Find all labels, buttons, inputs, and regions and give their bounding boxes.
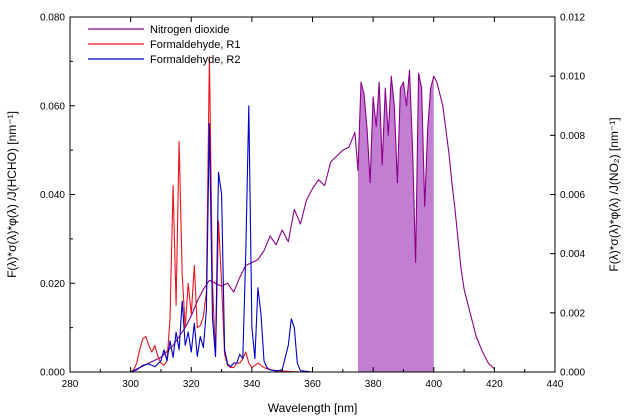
legend-label-formaldehyde-r2: Formaldehyde, R2 — [150, 54, 241, 66]
y-right-tick-label: 0.012 — [560, 13, 585, 24]
y-left-tick-label: 0.000 — [40, 368, 65, 379]
y-left-tick-label: 0.040 — [40, 190, 65, 201]
x-tick-label: 360 — [304, 379, 321, 390]
x-tick-label: 420 — [486, 379, 503, 390]
x-tick-label: 340 — [244, 379, 261, 390]
shaded-region-no2 — [357, 70, 434, 372]
x-tick-label: 400 — [425, 379, 442, 390]
shaded-region-layer — [357, 70, 434, 372]
y-right-tick-label: 0.010 — [560, 72, 585, 83]
series-layer — [130, 56, 495, 373]
y-axis-right-title: F(λ)*σ(λ)*φ(λ) /J(NO₂) [nm⁻¹] — [607, 117, 621, 271]
legend-label-formaldehyde-r1: Formaldehyde, R1 — [150, 39, 241, 51]
y-axis-left-title: F(λ)*σ(λ)*φ(λ) /J(HCHO) [nm⁻¹] — [5, 111, 19, 278]
series-line-formaldehyde-r1 — [130, 56, 301, 373]
y-right-tick-label: 0.004 — [560, 249, 585, 260]
x-tick-label: 300 — [122, 379, 139, 390]
series-line-formaldehyde-r2 — [130, 105, 313, 373]
y-axis-right: 0.000 0.002 0.004 0.006 0.008 0.010 0.012 — [550, 13, 585, 379]
y-left-tick-label: 0.020 — [40, 279, 65, 290]
y-right-tick-label: 0.000 — [560, 368, 585, 379]
x-axis: 280 300 320 340 360 380 400 420 440 — [62, 17, 564, 390]
y-right-tick-label: 0.008 — [560, 131, 585, 142]
y-axis-left: 0.000 0.020 0.040 0.060 0.080 — [40, 13, 75, 379]
x-tick-label: 380 — [365, 379, 382, 390]
series-line-nitrogen-dioxide — [130, 69, 495, 373]
plot-frame — [69, 16, 556, 373]
y-left-tick-label: 0.080 — [40, 13, 65, 24]
x-tick-label: 440 — [547, 379, 564, 390]
y-right-tick-label: 0.006 — [560, 190, 585, 201]
x-axis-title: Wavelength [nm] — [268, 401, 358, 415]
y-right-tick-label: 0.002 — [560, 308, 585, 319]
x-tick-label: 320 — [183, 379, 200, 390]
legend-label-nitrogen-dioxide: Nitrogen dioxide — [150, 24, 230, 36]
y-left-tick-label: 0.060 — [40, 101, 65, 112]
legend: Nitrogen dioxide Formaldehyde, R1 Formal… — [88, 24, 241, 66]
x-tick-label: 280 — [62, 379, 79, 390]
